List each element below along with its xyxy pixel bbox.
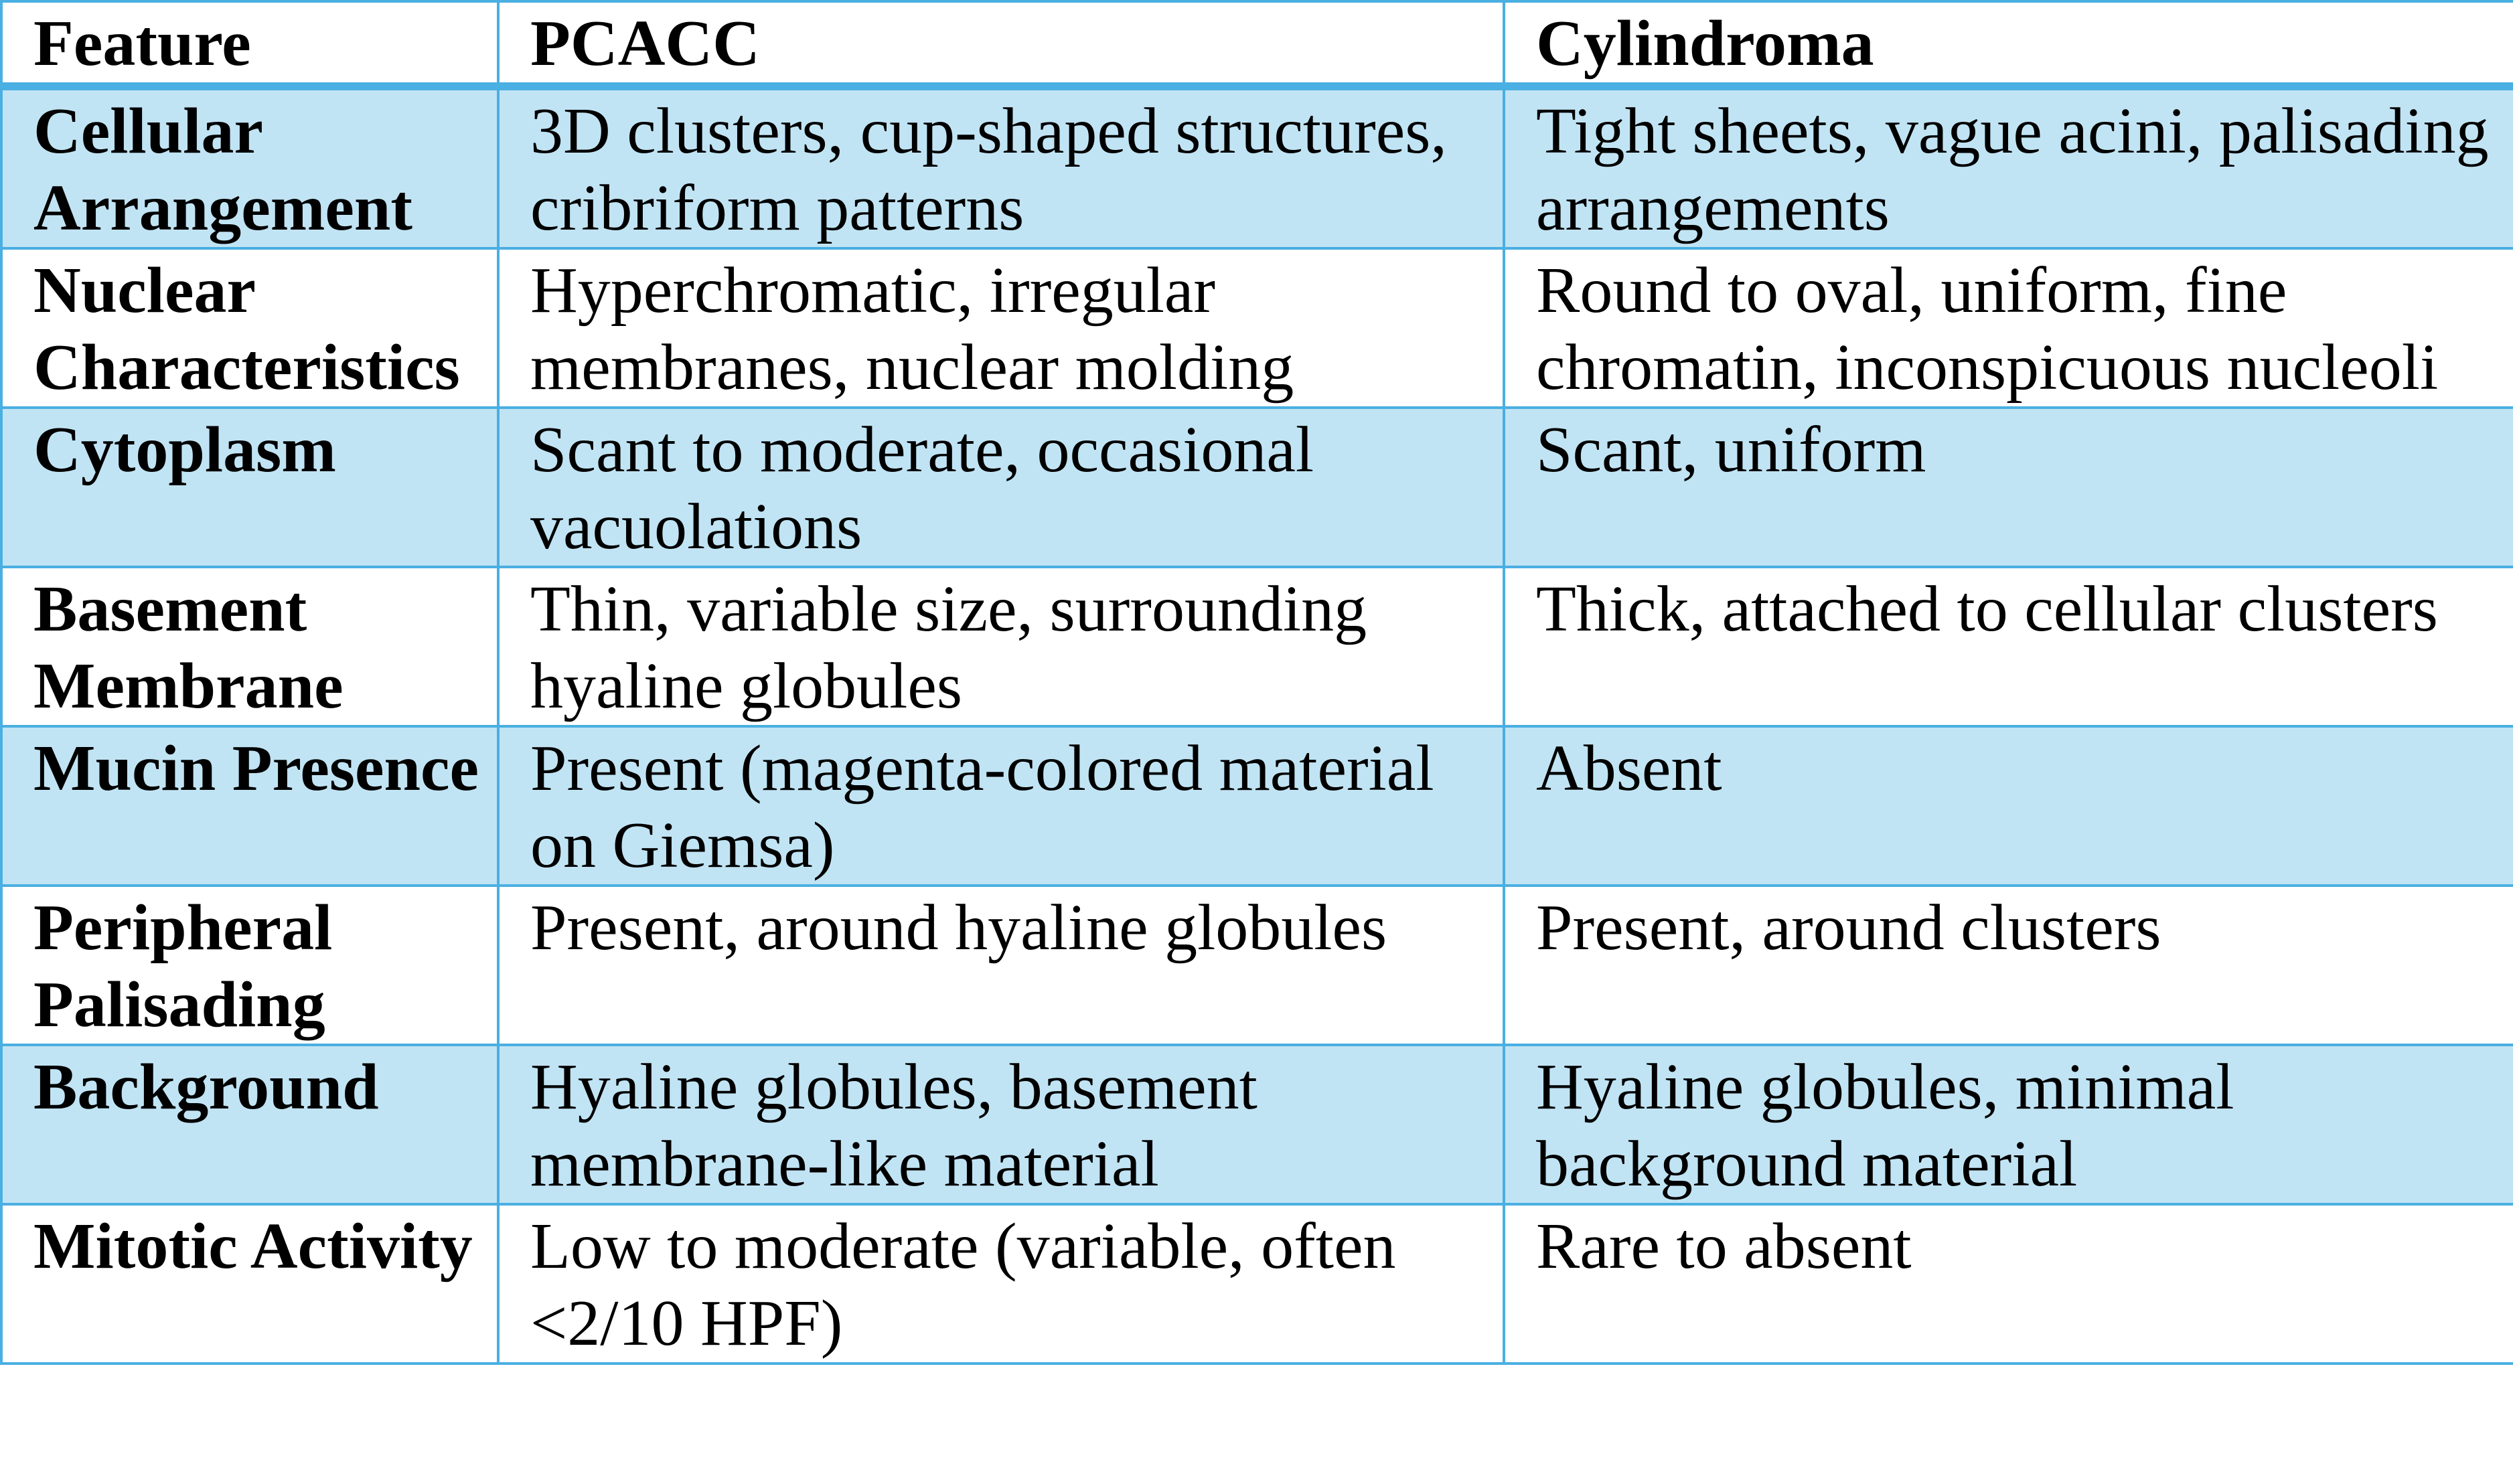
table-row: Nuclear Characteristics Hyperchromatic, i… — [0, 247, 2513, 409]
pcacc-cell: Low to moderate (variable, often <2/10 H… — [497, 1203, 1505, 1365]
pcacc-cell: Present, around hyaline globules — [497, 884, 1505, 1046]
table-row: Cellular Arrangement 3D clusters, cup-sha… — [0, 85, 2513, 250]
table-row: Cytoplasm Scant to moderate, occasional v… — [0, 406, 2513, 568]
table-row: Mitotic Activity Low to moderate (variabl… — [0, 1203, 2513, 1365]
cylindroma-cell: Present, around clusters — [1503, 884, 2513, 1046]
cylindroma-cell: Hyaline globules, minimal background mat… — [1503, 1044, 2513, 1206]
cylindroma-cell: Thick, attached to cellular clusters — [1503, 566, 2513, 728]
table-row: Peripheral Palisading Present, around hya… — [0, 884, 2513, 1046]
feature-cell: Mucin Presence — [0, 725, 500, 887]
cylindroma-cell: Round to oval, uniform, fine chromatin, … — [1503, 247, 2513, 409]
header-cylindroma: Cylindroma — [1503, 0, 2513, 90]
header-row: Feature PCACC Cylindroma — [0, 0, 2513, 90]
feature-cell: Cytoplasm — [0, 406, 500, 568]
feature-cell: Background — [0, 1044, 500, 1206]
feature-cell: Peripheral Palisading — [0, 884, 500, 1046]
pcacc-cell: 3D clusters, cup-shaped structures, crib… — [497, 85, 1505, 250]
feature-cell: Mitotic Activity — [0, 1203, 500, 1365]
comparison-table: Feature PCACC Cylindroma Cellular Arrang… — [0, 0, 2513, 1365]
pcacc-cell: Thin, variable size, surrounding hyaline… — [497, 566, 1505, 728]
table-row: Background Hyaline globules, basement mem… — [0, 1044, 2513, 1206]
cylindroma-cell: Scant, uniform — [1503, 406, 2513, 568]
feature-cell: Basement Membrane — [0, 566, 500, 728]
cylindroma-cell: Absent — [1503, 725, 2513, 887]
pcacc-cell: Present (magenta-colored material on Gie… — [497, 725, 1505, 887]
pcacc-cell: Hyaline globules, basement membrane-like… — [497, 1044, 1505, 1206]
feature-cell: Nuclear Characteristics — [0, 247, 500, 409]
header-pcacc: PCACC — [497, 0, 1505, 90]
cylindroma-cell: Tight sheets, vague acini, palisading ar… — [1503, 85, 2513, 250]
pcacc-cell: Hyperchromatic, irregular membranes, nuc… — [497, 247, 1505, 409]
cylindroma-cell: Rare to absent — [1503, 1203, 2513, 1365]
header-feature: Feature — [0, 0, 500, 90]
table-row: Basement Membrane Thin, variable size, su… — [0, 566, 2513, 728]
feature-cell: Cellular Arrangement — [0, 85, 500, 250]
pcacc-cell: Scant to moderate, occasional vacuolatio… — [497, 406, 1505, 568]
table-row: Mucin Presence Present (magenta-colored m… — [0, 725, 2513, 887]
